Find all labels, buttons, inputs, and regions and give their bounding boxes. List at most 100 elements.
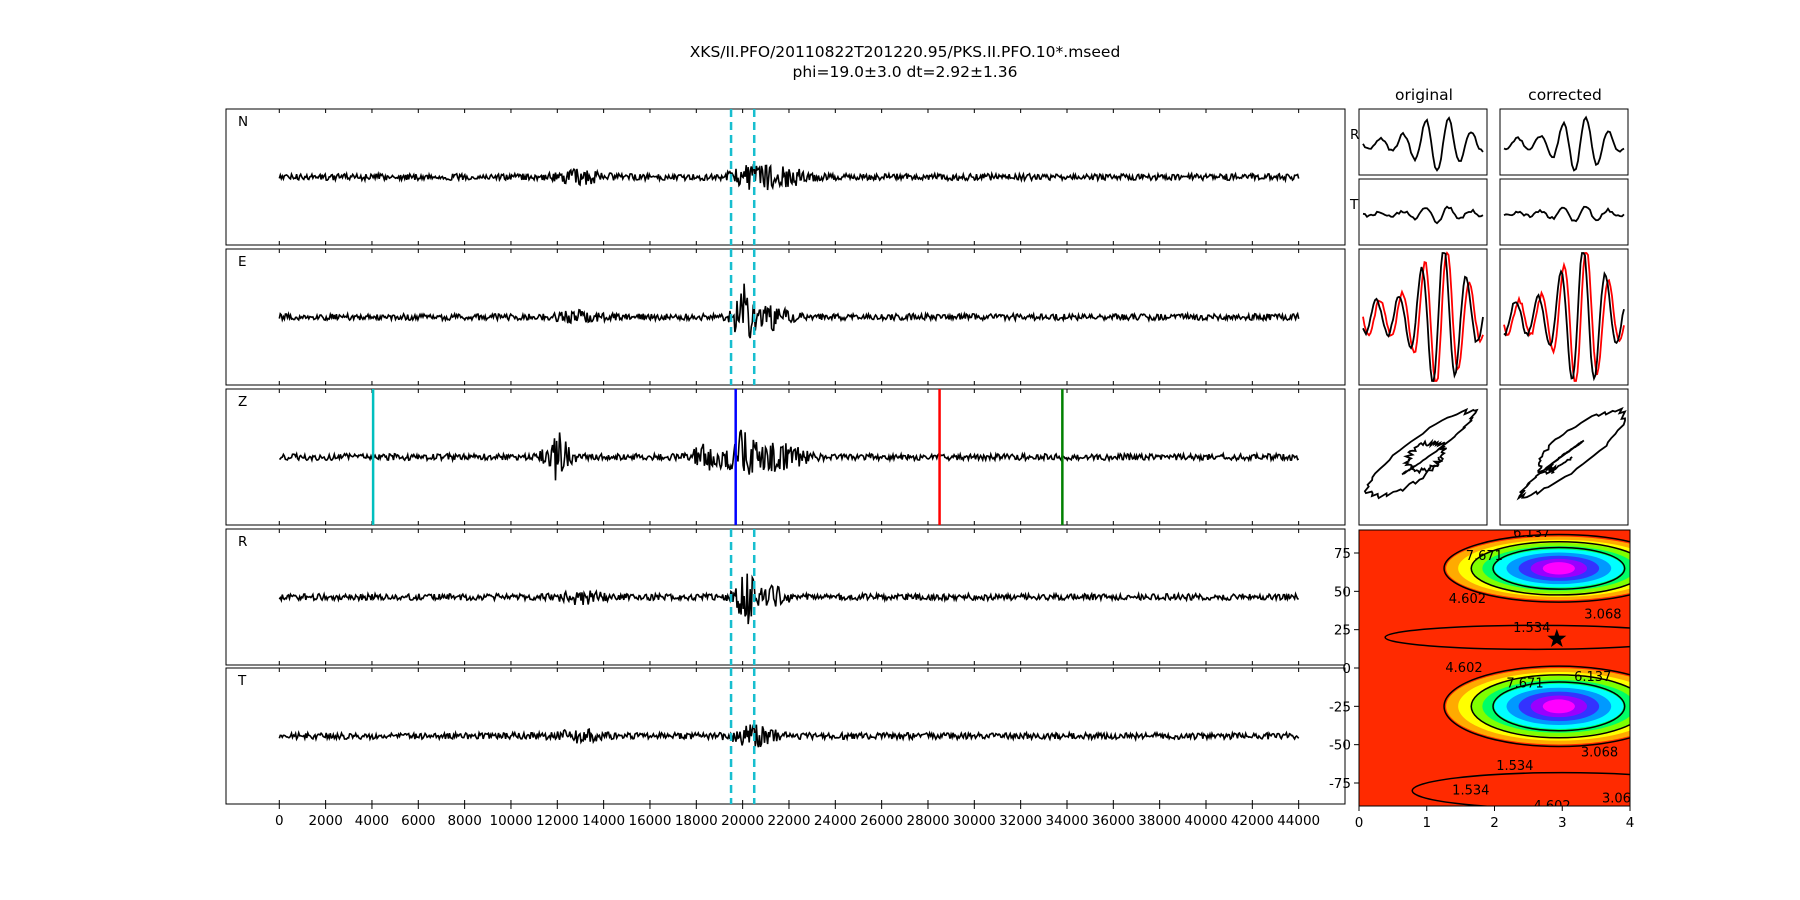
small-panel-frame: [1499, 388, 1629, 526]
heatmap-band: [1542, 699, 1575, 714]
contour-label: 4.602: [1449, 592, 1486, 607]
row-label-r: R: [1350, 127, 1359, 143]
contour-label: 6.137: [1574, 670, 1611, 685]
small-panel-original-0: [1358, 108, 1488, 176]
contour-label: 1.534: [1513, 621, 1550, 636]
small-panel-corrected-0: [1499, 108, 1629, 176]
particle-trace: [1362, 116, 1484, 172]
contour-label: 7.671: [1506, 676, 1543, 691]
x-tick-label: 38000: [1138, 813, 1181, 829]
x-tick-label: 8000: [447, 813, 481, 829]
contour-line: [1492, 546, 1626, 590]
row-label-t: T: [1349, 197, 1359, 213]
x-tick-label: 18000: [675, 813, 718, 829]
contour-line: [1443, 533, 1630, 603]
best-fit-star-marker: [1547, 628, 1567, 647]
y-tick-label: 0: [1342, 661, 1351, 677]
x-tick-label: 44000: [1277, 813, 1320, 829]
y-tick-label: 50: [1334, 584, 1351, 600]
waveform-trace-r: [278, 573, 1299, 625]
contour-label: 7.671: [1466, 549, 1503, 564]
x-tick-label: 6000: [401, 813, 435, 829]
y-tick-label: 75: [1334, 546, 1351, 562]
x-tick-label: 24000: [814, 813, 857, 829]
waveform-x-axis: 0 2000 4000 6000 8000 10000 12000 14000 16000 180…: [275, 804, 1320, 829]
panel-r: R: [225, 528, 1346, 666]
panel-frame: [225, 528, 1346, 666]
contour-line: [1492, 681, 1626, 732]
small-panel-original-1: [1358, 178, 1488, 246]
panel-label-t: T: [237, 673, 247, 689]
x-tick-label: 10000: [489, 813, 532, 829]
x-tick-label: 22000: [767, 813, 810, 829]
particle-motion-trace: [1516, 406, 1627, 501]
small-panel-frame: [1358, 178, 1488, 246]
x-tick-label: 0: [1355, 815, 1364, 831]
panel-label-n: N: [238, 114, 248, 130]
small-panel-frame: [1499, 178, 1629, 246]
small-panel-corrected-1: [1499, 178, 1629, 246]
panel-t: T: [225, 667, 1346, 805]
x-tick-label: 4: [1626, 815, 1635, 831]
contour-label: 3.068: [1581, 745, 1618, 760]
x-tick-label: 12000: [536, 813, 579, 829]
figure-title-line1: XKS/II.PFO/20110822T201220.95/PKS.II.PFO…: [690, 43, 1121, 61]
overlay-trace: [1362, 252, 1484, 382]
contour-label: 1.534: [1496, 759, 1533, 774]
error-surface-plot: 6.137 7.671 4.602 3.068 1.534 4.602 7.671 6.137…: [1329, 526, 1635, 831]
panel-frame: [225, 108, 1346, 246]
contour-line: [1470, 674, 1630, 739]
panel-label-e: E: [238, 254, 247, 270]
x-tick-label: 0: [275, 813, 284, 829]
y-tick-label: -50: [1329, 738, 1351, 754]
waveform-trace-n: [278, 163, 1300, 191]
contour-label: 3.068: [1584, 607, 1621, 622]
x-tick-label: 42000: [1231, 813, 1274, 829]
contour-label: 4.602: [1445, 661, 1482, 676]
small-panel-frame: [1358, 248, 1488, 386]
heatmap-field: 6.137 7.671 4.602 3.068 1.534 4.602 7.671 6.137…: [1359, 526, 1631, 814]
waveform-trace-e: [278, 283, 1300, 339]
contour-label: 6.137: [1513, 526, 1550, 541]
particle-trace: [1362, 205, 1484, 225]
x-tick-label: 30000: [953, 813, 996, 829]
x-tick-label: 26000: [860, 813, 903, 829]
figure-title-line2: phi=19.0±3.0 dt=2.92±1.36: [793, 63, 1018, 81]
y-tick-label: -25: [1329, 699, 1351, 715]
x-tick-label: 28000: [907, 813, 950, 829]
particle-trace: [1503, 205, 1625, 223]
panel-n: N: [225, 108, 1346, 246]
waveform-trace-z: [279, 429, 1300, 481]
panel-e: E: [225, 248, 1346, 386]
contour-label: 1.534: [1452, 784, 1489, 799]
x-tick-label: 2: [1490, 815, 1499, 831]
waveform-panels: N E Z R T: [225, 108, 1346, 805]
heatmap-band: [1542, 562, 1575, 575]
y-tick-label: -75: [1329, 776, 1351, 792]
x-tick-label: 36000: [1092, 813, 1135, 829]
small-panel-original-2: [1358, 248, 1488, 386]
x-tick-label: 32000: [999, 813, 1042, 829]
contour-label: 3.06: [1602, 791, 1631, 806]
small-panel-frame: [1499, 108, 1629, 176]
small-panel-frame: [1499, 248, 1629, 386]
x-tick-label: 16000: [628, 813, 671, 829]
panel-z: Z: [225, 388, 1346, 526]
particle-trace: [1503, 115, 1625, 172]
x-tick-label: 4000: [355, 813, 389, 829]
x-tick-label: 14000: [582, 813, 625, 829]
small-panel-frame: [1358, 108, 1488, 176]
small-panel-frame: [1358, 388, 1488, 526]
small-panel-corrected-2: [1499, 248, 1629, 386]
contour-label: 4.602: [1533, 799, 1570, 814]
overlay-trace: [1503, 252, 1625, 382]
x-tick-label: 34000: [1046, 813, 1089, 829]
small-panel-corrected-3: [1499, 388, 1629, 526]
x-tick-label: 20000: [721, 813, 764, 829]
y-tick-label: 25: [1334, 623, 1351, 639]
panel-frame: [225, 667, 1346, 805]
panel-label-r: R: [238, 534, 247, 550]
column-title-original: original: [1395, 86, 1453, 104]
column-title-corrected: corrected: [1528, 86, 1602, 104]
